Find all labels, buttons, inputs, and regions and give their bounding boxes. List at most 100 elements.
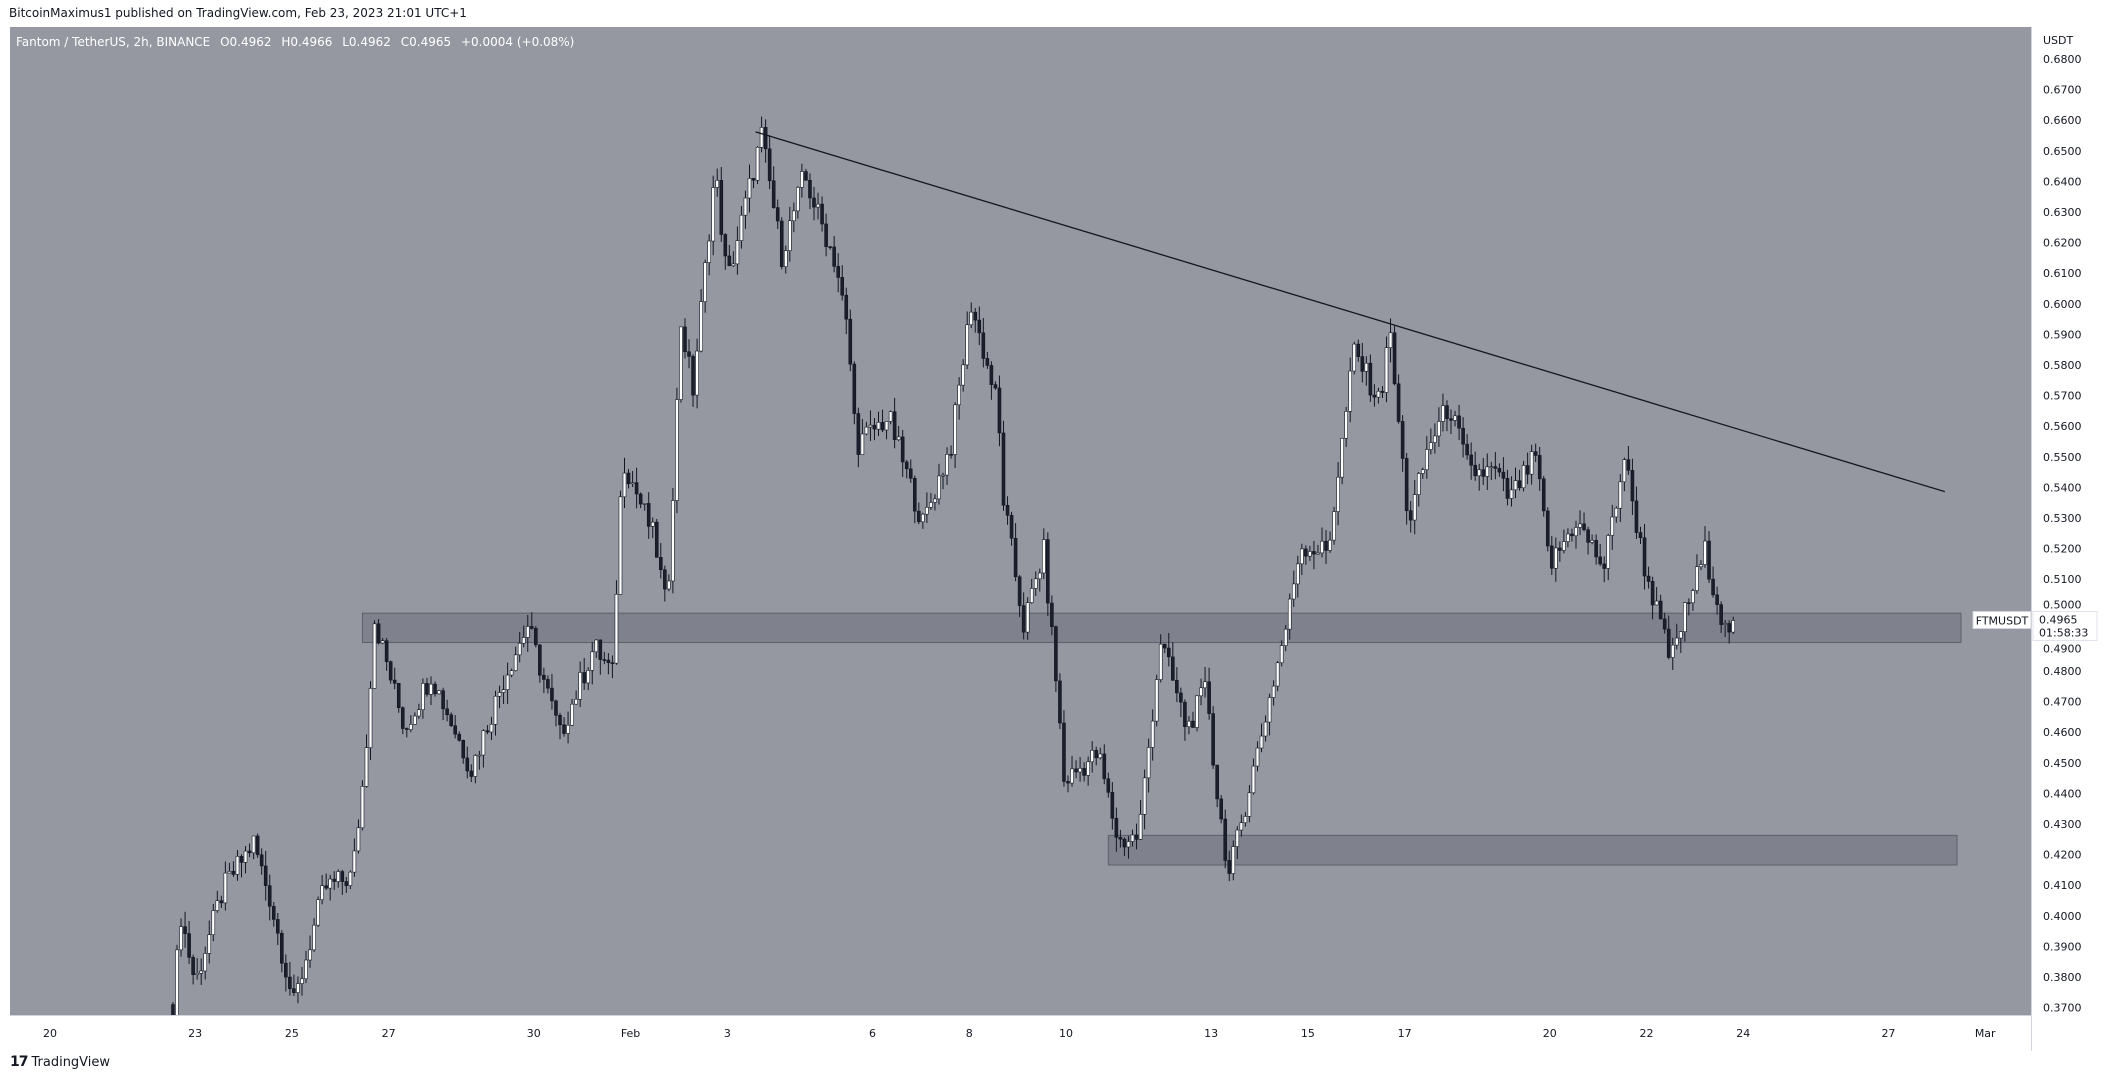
- candle-down: [388, 661, 393, 681]
- candle-up: [203, 953, 208, 972]
- candle-down: [1634, 500, 1639, 533]
- ticker-label: FTMUSDT: [1976, 615, 2029, 628]
- open-value: 0.4962: [229, 35, 272, 49]
- candle-down: [1727, 623, 1731, 633]
- candle-down: [1219, 798, 1223, 820]
- x-tick-label: 10: [1059, 1027, 1073, 1040]
- candle-up: [1271, 685, 1276, 698]
- candle-up: [1674, 637, 1679, 646]
- y-tick-label: 0.4400: [2043, 787, 2082, 800]
- candle-down: [840, 277, 845, 296]
- candle-down: [284, 962, 288, 978]
- candle-up: [896, 436, 901, 441]
- candle-up: [594, 639, 599, 653]
- candle-up: [1489, 466, 1494, 468]
- candle-up: [505, 674, 510, 690]
- candle-down: [187, 933, 191, 958]
- candle-down: [445, 708, 449, 716]
- candle-up: [953, 404, 957, 455]
- candle-down: [1711, 578, 1715, 596]
- candle-up: [1344, 411, 1348, 439]
- candle-up: [868, 424, 873, 428]
- candle-down: [1134, 834, 1139, 840]
- candle-up: [380, 640, 385, 644]
- candle-up: [618, 496, 623, 595]
- candle-up: [308, 949, 312, 961]
- last-price-tag: [2032, 611, 2098, 642]
- candle-down: [259, 854, 264, 867]
- candle-down: [1312, 551, 1316, 555]
- candle-down: [663, 569, 667, 590]
- candle-up: [481, 730, 486, 756]
- candle-down: [1013, 537, 1018, 578]
- candle-down: [1501, 471, 1506, 479]
- candle-up: [1259, 735, 1264, 749]
- candle-up: [179, 926, 183, 951]
- candle-down: [844, 294, 849, 320]
- candle-up: [1328, 539, 1332, 551]
- candle-down: [171, 1004, 175, 1018]
- candle-up: [1670, 644, 1675, 658]
- candle-down: [892, 411, 897, 441]
- tradingview-logo[interactable]: 17 TradingView: [10, 1054, 110, 1070]
- candle-down: [183, 926, 187, 934]
- candle-up: [1283, 628, 1288, 646]
- candle-up: [783, 250, 788, 267]
- plot-background: [10, 27, 2031, 1015]
- candle-up: [933, 498, 937, 503]
- candle-down: [392, 679, 397, 684]
- x-tick-label: 25: [285, 1027, 299, 1040]
- candle-down: [534, 628, 538, 646]
- candle-down: [255, 835, 260, 856]
- candle-up: [675, 399, 679, 501]
- candle-up: [570, 703, 574, 726]
- candle-up: [348, 871, 353, 886]
- candle-up: [1699, 564, 1703, 568]
- y-tick-label: 0.6400: [2043, 175, 2082, 188]
- high-value: 0.4966: [290, 35, 333, 49]
- candle-up: [175, 949, 179, 1018]
- y-tick-label: 0.5700: [2043, 390, 2082, 403]
- candle-down: [396, 682, 401, 709]
- candle-down: [1215, 764, 1219, 800]
- candle-down: [977, 319, 982, 334]
- candle-down: [989, 365, 994, 385]
- candle-down: [751, 178, 756, 181]
- candle-up: [1243, 816, 1248, 824]
- candle-down: [804, 171, 808, 181]
- candle-up: [574, 698, 578, 705]
- candle-up: [1384, 347, 1389, 393]
- candle-down: [1102, 753, 1107, 780]
- y-tick-label: 0.6200: [2043, 237, 2082, 250]
- candle-up: [1723, 623, 1727, 625]
- candle-down: [1537, 455, 1542, 480]
- candle-up: [1291, 583, 1296, 600]
- candle-down: [626, 472, 631, 485]
- candle-up: [1477, 469, 1482, 477]
- candle-up: [251, 835, 256, 854]
- candle-up: [969, 311, 974, 326]
- candle-up: [199, 970, 203, 974]
- candle-down: [1598, 556, 1602, 565]
- candle-up: [1130, 834, 1135, 842]
- candle-down: [542, 674, 546, 680]
- candle-up: [409, 724, 413, 730]
- candle-up: [300, 978, 304, 984]
- candle-up: [1255, 747, 1260, 767]
- candle-up: [1574, 527, 1578, 537]
- candle-up: [1412, 494, 1417, 521]
- candle-up: [622, 472, 627, 498]
- candle-up: [1235, 829, 1240, 847]
- candle-up: [1695, 566, 1699, 591]
- candle-up: [521, 637, 526, 644]
- candle-down: [691, 356, 695, 396]
- candle-down: [1368, 362, 1373, 396]
- candle-up: [417, 709, 421, 717]
- candle-up: [1433, 435, 1437, 443]
- candle-up: [937, 475, 941, 500]
- candle-down: [1549, 545, 1554, 569]
- candle-up: [1287, 598, 1292, 630]
- candle-down: [1662, 618, 1667, 630]
- y-tick-label: 0.5600: [2043, 420, 2082, 433]
